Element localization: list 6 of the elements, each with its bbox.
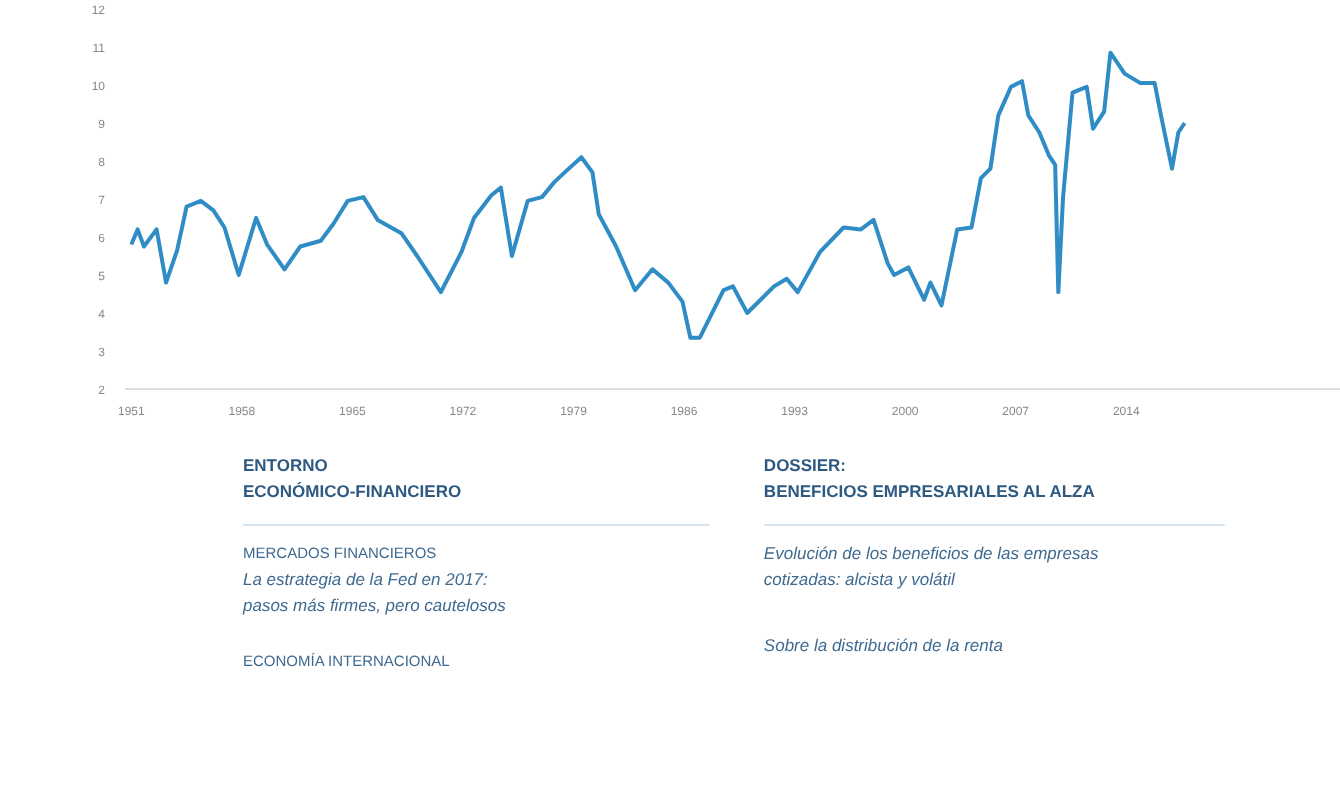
- text: Evolución de los beneficios de las empresas cotizadas: alcista y volátil: [763, 543, 1100, 589]
- line-series: [129, 50, 1187, 340]
- text: Sobre la distribución de la renta: [763, 635, 1004, 655]
- text: ENTORNO ECONÓMICO-FINANCIERO: [242, 455, 462, 501]
- text: La estrategia de la Fed en 2017: pasos más firmes, pero cautelosos: [240, 569, 508, 615]
- text: DOSSIER: BENEFICIOS EMPRESARIALES AL ALZA: [763, 455, 1095, 501]
